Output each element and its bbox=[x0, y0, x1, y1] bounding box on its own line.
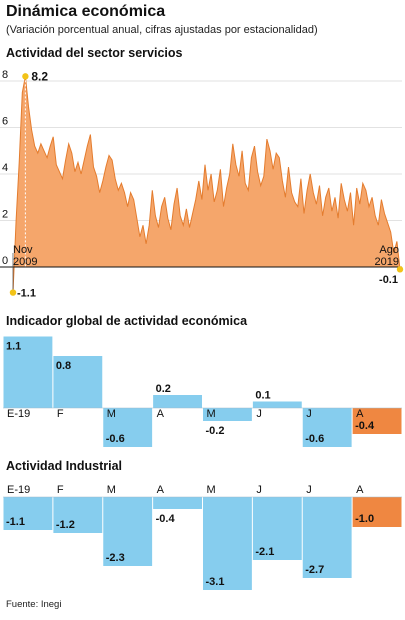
category-label: M bbox=[107, 484, 116, 496]
bar bbox=[252, 401, 302, 408]
category-label: J bbox=[306, 408, 312, 420]
category-label: F bbox=[57, 484, 64, 496]
bar bbox=[53, 356, 103, 408]
category-label: F bbox=[57, 408, 64, 420]
max-marker bbox=[22, 73, 29, 80]
igae-section-title: Indicador global de actividad económica bbox=[6, 314, 248, 328]
end-label-month: Ago bbox=[379, 244, 399, 256]
category-label: M bbox=[207, 484, 216, 496]
y-tick-label: 0 bbox=[2, 255, 8, 267]
bar bbox=[3, 497, 53, 530]
last-value-label: -0.1 bbox=[379, 274, 398, 286]
bar bbox=[153, 395, 202, 408]
value-label: -1.1 bbox=[6, 516, 25, 528]
bar bbox=[302, 408, 352, 447]
category-label: J bbox=[306, 484, 312, 496]
category-label: E-19 bbox=[7, 484, 30, 496]
services-section-title: Actividad del sector servicios bbox=[6, 46, 183, 60]
source-note: Fuente: Inegi bbox=[6, 599, 62, 610]
value-label: -1.2 bbox=[56, 519, 75, 531]
value-label: -0.4 bbox=[156, 513, 176, 525]
last-marker bbox=[396, 266, 404, 273]
bar bbox=[153, 497, 202, 509]
services-line bbox=[12, 76, 401, 293]
value-label: -1.0 bbox=[355, 513, 374, 525]
value-label: -0.6 bbox=[106, 433, 125, 445]
value-label: -0.6 bbox=[305, 433, 324, 445]
industrial-section-title: Actividad Industrial bbox=[6, 459, 122, 473]
start-label-year: 2009 bbox=[13, 256, 37, 268]
value-label: -3.1 bbox=[206, 576, 225, 588]
y-tick-label: 4 bbox=[2, 162, 8, 174]
igae-bar-chart: E-191.1F0.8M-0.6A0.2M-0.2J0.1J-0.6A-0.4 bbox=[3, 336, 402, 447]
end-label-year: 2019 bbox=[375, 256, 399, 268]
category-label: M bbox=[107, 408, 116, 420]
y-tick-label: 8 bbox=[2, 69, 8, 81]
chart-title: Dinámica económica bbox=[6, 3, 166, 20]
min-value-label: -1.1 bbox=[17, 288, 36, 300]
value-label: -2.7 bbox=[305, 564, 324, 576]
value-label: 0.2 bbox=[156, 383, 171, 395]
bar bbox=[103, 497, 153, 566]
chart-subtitle: (Variación porcentual anual, cifras ajus… bbox=[6, 24, 318, 36]
value-label: -0.4 bbox=[355, 420, 375, 432]
value-label: 0.1 bbox=[255, 390, 270, 402]
value-label: -0.2 bbox=[206, 425, 225, 437]
value-label: -2.1 bbox=[255, 546, 274, 558]
bar bbox=[252, 497, 302, 560]
category-label: J bbox=[256, 484, 262, 496]
bar bbox=[53, 497, 103, 533]
industrial-bar-chart: E-19 -1.1 F -1.2 M -2.3 A -0.4 M -3.1 J -2.1 J -2.7 A -… bbox=[3, 484, 402, 590]
value-label: -2.3 bbox=[106, 552, 125, 564]
category-label: A bbox=[157, 408, 165, 420]
min-marker bbox=[9, 289, 17, 296]
bar bbox=[103, 408, 153, 447]
category-label: J bbox=[256, 408, 262, 420]
bar bbox=[302, 497, 352, 578]
bar bbox=[352, 497, 402, 527]
category-label: E-19 bbox=[7, 408, 30, 420]
value-label: 1.1 bbox=[6, 341, 21, 353]
category-label: A bbox=[356, 484, 364, 496]
category-label: A bbox=[157, 484, 165, 496]
category-label: M bbox=[207, 408, 216, 420]
services-area bbox=[13, 76, 400, 293]
bar bbox=[203, 497, 252, 590]
bar bbox=[3, 336, 53, 408]
category-label: A bbox=[356, 408, 364, 420]
max-value-label: 8.2 bbox=[31, 69, 48, 83]
y-tick-label: 2 bbox=[2, 209, 8, 221]
y-tick-label: 6 bbox=[2, 116, 8, 128]
bar bbox=[203, 408, 252, 421]
start-label-month: Nov bbox=[13, 244, 33, 256]
bar bbox=[352, 408, 402, 434]
value-label: 0.8 bbox=[56, 360, 71, 372]
